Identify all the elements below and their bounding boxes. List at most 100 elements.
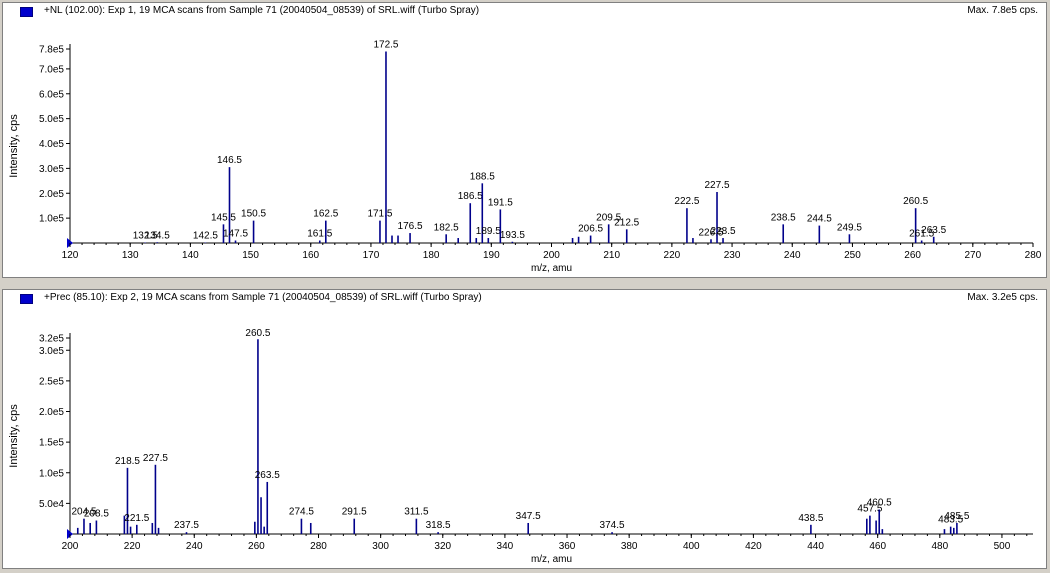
peak-label: 208.5 [84,509,109,520]
x-tick-label: 160 [302,250,319,261]
peak-label: 162.5 [313,209,338,220]
peak-label: 171.5 [367,209,392,220]
peak-label: 145.5 [211,212,236,223]
y-tick-label: 7.8e5 [39,45,64,56]
x-tick-label: 400 [683,541,700,552]
peak-label: 227.5 [143,453,168,464]
x-tick-label: 210 [603,250,620,261]
y-tick-label: 5.0e5 [39,114,64,125]
y-tick-label: 5.0e4 [39,499,64,510]
y-axis-label: Intensity, cps [8,114,20,178]
x-tick-label: 420 [745,541,762,552]
peak-label: 311.5 [404,507,429,518]
y-tick-label: 2.0e5 [39,189,64,200]
peak-label: 460.5 [867,498,892,509]
legend-swatch-1 [20,7,33,17]
peak-label: 222.5 [674,196,699,207]
peak-label: 260.5 [245,328,270,339]
peak-label: 161.5 [307,229,332,240]
peak-label: 438.5 [798,513,823,524]
y-tick-label: 3.0e5 [39,164,64,175]
y-tick-label: 3.2e5 [39,334,64,345]
x-axis-label: m/z, amu [531,554,572,565]
peak-label: 176.5 [398,221,423,232]
x-tick-label: 460 [869,541,886,552]
peak-label: 347.5 [516,511,541,522]
x-tick-label: 280 [1025,250,1042,261]
y-tick-label: 2.5e5 [39,376,64,387]
x-tick-label: 240 [784,250,801,261]
peak-label: 150.5 [241,209,266,220]
y-tick-label: 7.0e5 [39,64,64,75]
x-tick-label: 250 [844,250,861,261]
peak-label: 146.5 [217,155,242,166]
x-tick-label: 240 [186,541,203,552]
y-tick-label: 1.0e5 [39,214,64,225]
panel-title-2: +Prec (85.10): Exp 2, 19 MCA scans from … [44,292,482,303]
x-tick-label: 140 [182,250,199,261]
x-tick-label: 260 [904,250,921,261]
x-tick-label: 170 [363,250,380,261]
peak-label: 318.5 [426,520,451,531]
x-tick-label: 360 [559,541,576,552]
peak-label: 212.5 [614,217,639,228]
peak-label: 218.5 [115,456,140,467]
spectrum-panel-1: +NL (102.00): Exp 1, 19 MCA scans from S… [2,2,1047,278]
peak-label: 228.5 [711,226,736,237]
x-tick-label: 200 [543,250,560,261]
x-tick-label: 150 [242,250,259,261]
peak-label: 182.5 [434,222,459,233]
peak-label: 193.5 [500,230,525,241]
peak-label: 227.5 [705,180,730,191]
peak-label: 274.5 [289,507,314,518]
x-axis-label: m/z, amu [531,263,572,274]
spectrum-chart-1: 120 130 140 150 160 170 180 190 200 210 220 230 240 2… [8,39,1042,274]
peak-label: 189.5 [476,226,501,237]
peak-label: 186.5 [458,191,483,202]
peak-label: 188.5 [470,171,495,182]
peak-label: 260.5 [903,196,928,207]
y-tick-label: 2.0e5 [39,407,64,418]
peak-label: 134.5 [145,230,170,241]
x-tick-label: 380 [621,541,638,552]
y-tick-label: 1.5e5 [39,438,64,449]
peak-label: 209.5 [596,212,621,223]
x-tick-label: 120 [62,250,79,261]
peak-label: 221.5 [124,513,149,524]
peak-label: 142.5 [193,231,218,242]
x-tick-label: 130 [122,250,139,261]
peak-label: 244.5 [807,214,832,225]
x-tick-label: 180 [423,250,440,261]
y-tick-label: 6.0e5 [39,89,64,100]
peak-label: 237.5 [174,520,199,531]
x-tick-label: 480 [931,541,948,552]
x-tick-label: 260 [248,541,265,552]
y-tick-label: 1.0e5 [39,468,64,479]
x-tick-label: 230 [724,250,741,261]
x-tick-label: 190 [483,250,500,261]
peak-label: 206.5 [578,224,603,235]
x-tick-label: 270 [964,250,981,261]
peak-label: 261.5 [909,229,934,240]
x-tick-label: 280 [310,541,327,552]
y-tick-label: 4.0e5 [39,139,64,150]
max-intensity-label-2: Max. 3.2e5 cps. [967,292,1038,303]
peak-label: 457.5 [857,504,882,515]
peak-label: 483.5 [938,515,963,526]
x-tick-label: 220 [124,541,141,552]
peak-label: 249.5 [837,222,862,233]
peak-label: 132.5 [133,231,158,242]
peak-label: 374.5 [600,520,625,531]
y-axis-label: Intensity, cps [8,404,20,468]
max-intensity-label-1: Max. 7.8e5 cps. [967,5,1038,16]
x-tick-label: 340 [497,541,514,552]
peak-label: 191.5 [488,197,513,208]
peak-label: 204.5 [71,507,96,518]
peak-label: 238.5 [771,212,796,223]
peak-label: 147.5 [223,229,248,240]
y-tick-label: 3.0e5 [39,346,64,357]
panel-title-1: +NL (102.00): Exp 1, 19 MCA scans from S… [44,5,480,16]
peak-label: 172.5 [373,39,398,50]
spectrum-panel-2: +Prec (85.10): Exp 2, 19 MCA scans from … [2,289,1047,569]
peak-label: 263.5 [921,225,946,236]
